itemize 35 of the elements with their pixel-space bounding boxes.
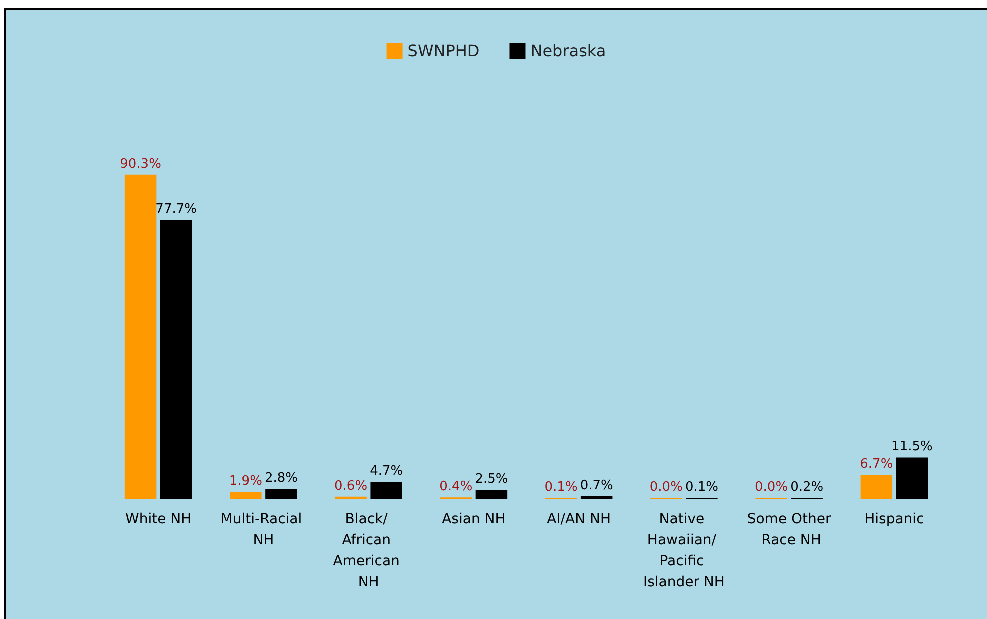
data-label: 0.2% [790,480,824,495]
data-label: 11.5% [892,440,933,455]
bar [266,488,298,499]
x-tick-label: Native Hawaiian/ Pacific Islander NH [643,512,725,590]
bar [124,174,157,499]
bar [476,490,508,499]
bar [370,482,402,499]
data-label: 0.0% [755,480,788,495]
legend-label: Nebraska [530,42,606,60]
data-label: 0.7% [580,478,614,494]
data-label: 2.8% [264,470,298,486]
bar [896,458,928,499]
legend-label: SWNPHD [408,42,480,60]
x-tick-label: Multi-Racial NH [220,512,307,548]
x-tick-label: Asian NH [442,512,506,528]
data-label: 0.1% [685,480,718,495]
data-label: 1.9% [229,474,262,490]
data-label: 0.6% [334,478,368,494]
data-label: 0.0% [650,480,683,495]
data-label: 0.1% [544,480,578,495]
data-label: 0.4% [440,480,473,495]
bar [580,496,613,499]
data-label: 90.3% [120,156,162,172]
bar [860,474,893,499]
x-tick-label: Some Other Race NH [747,512,832,548]
x-tick-label: Hispanic [864,512,924,528]
bar [230,492,262,499]
x-tick-label: AI/AN NH [547,512,612,528]
x-tick-label: White NH [125,512,192,528]
x-tick-label: Black/ African American NH [333,512,404,590]
data-label: 77.7% [156,202,197,218]
data-label: 2.5% [475,472,508,488]
bar [160,220,192,499]
data-label: 4.7% [370,464,404,480]
data-label: 6.7% [860,456,894,472]
